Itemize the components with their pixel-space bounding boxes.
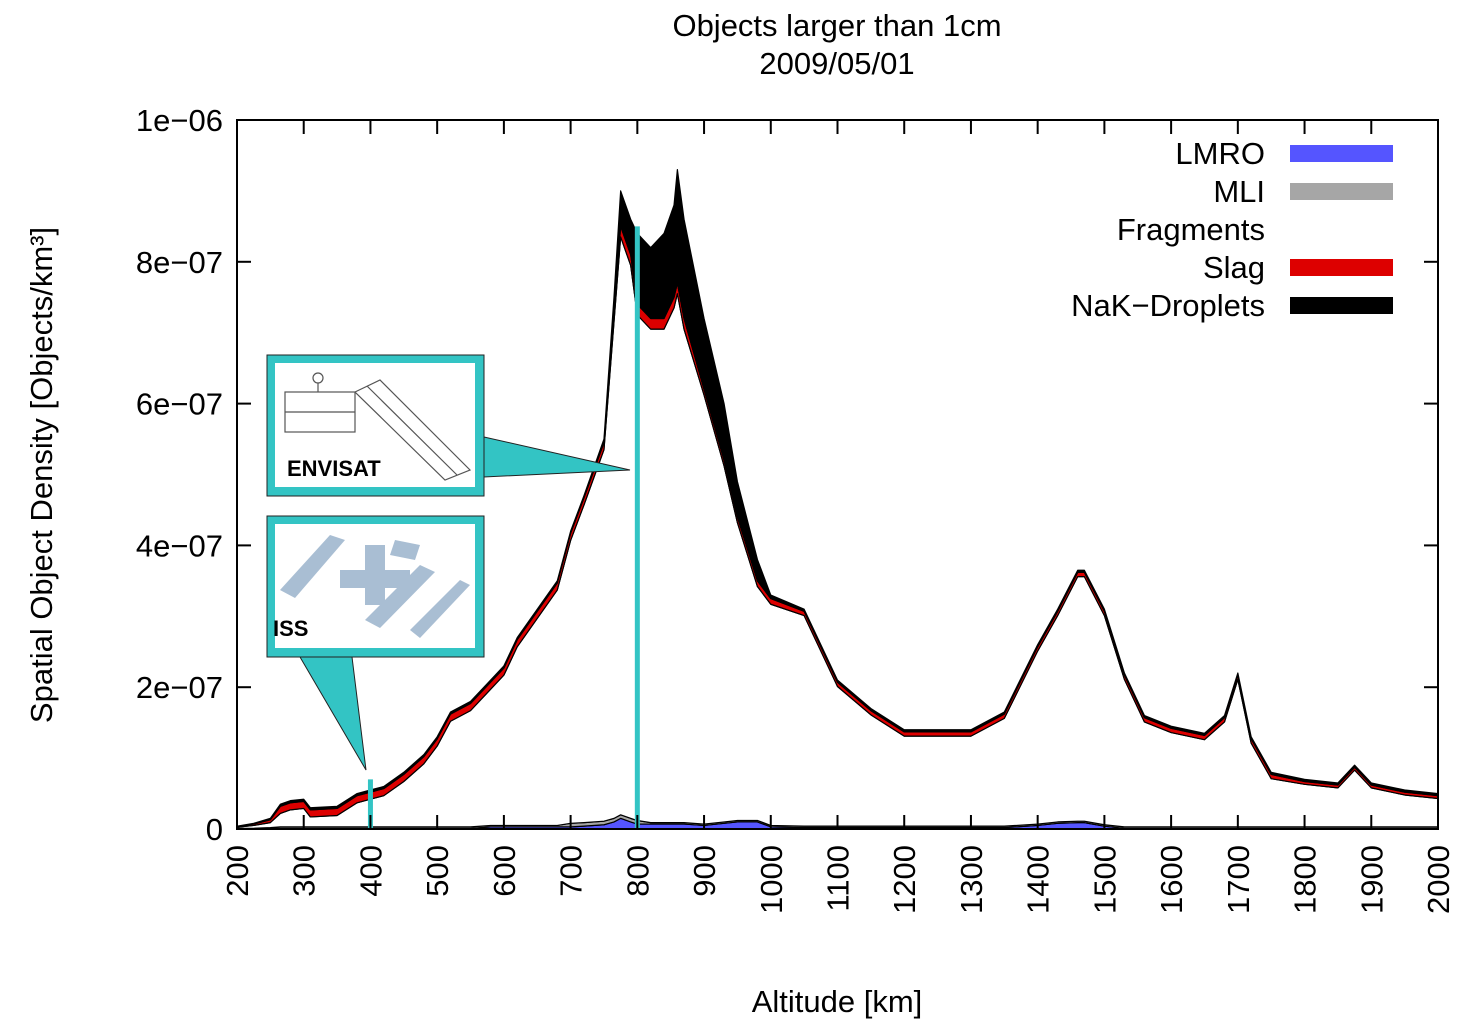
legend-label: MLI bbox=[1213, 174, 1265, 209]
chart-title: Objects larger than 1cm bbox=[672, 8, 1001, 43]
x-tick-label: 1700 bbox=[1221, 845, 1256, 914]
x-tick-label: 1600 bbox=[1154, 845, 1189, 914]
y-tick-label: 1e−06 bbox=[136, 103, 223, 138]
y-tick-label: 0 bbox=[206, 812, 223, 847]
x-tick-label: 600 bbox=[487, 845, 522, 897]
x-tick-label: 400 bbox=[353, 845, 388, 897]
envisat-callout bbox=[266, 354, 631, 497]
x-tick-label: 1100 bbox=[821, 845, 856, 912]
x-axis-label: Altitude [km] bbox=[752, 984, 923, 1019]
x-tick-label: 1000 bbox=[754, 845, 789, 914]
y-tick-label: 2e−07 bbox=[136, 670, 223, 705]
x-tick-label: 1900 bbox=[1354, 845, 1389, 914]
x-tick-label: 300 bbox=[287, 845, 322, 897]
legend-label: NaK−Droplets bbox=[1071, 288, 1265, 323]
legend-label: Slag bbox=[1203, 250, 1265, 285]
y-tick-label: 6e−07 bbox=[136, 387, 223, 422]
x-tick-label: 1400 bbox=[1021, 845, 1056, 914]
callout-panel bbox=[275, 363, 475, 487]
legend-swatch bbox=[1290, 297, 1393, 314]
x-tick-label: 2000 bbox=[1421, 845, 1456, 914]
callouts: ENVISAT ISS bbox=[266, 354, 631, 771]
legend-swatch bbox=[1290, 183, 1393, 200]
x-tick-label: 200 bbox=[220, 845, 255, 897]
iss-callout bbox=[266, 515, 485, 771]
legend-swatch bbox=[1290, 145, 1393, 162]
iss-icon bbox=[280, 535, 470, 638]
x-tick-label: 1200 bbox=[887, 845, 922, 914]
legend-label: LMRO bbox=[1175, 136, 1265, 171]
x-tick-label: 900 bbox=[687, 845, 722, 897]
callout-pointer bbox=[299, 656, 367, 771]
y-axis-label: Spatial Object Density [Objects/km³] bbox=[24, 227, 59, 723]
y-tick-label: 8e−07 bbox=[136, 245, 223, 280]
annotation-label: ENVISAT bbox=[287, 456, 381, 481]
x-tick-label: 500 bbox=[420, 845, 455, 897]
chart-subtitle: 2009/05/01 bbox=[759, 46, 914, 81]
legend-swatch bbox=[1290, 221, 1393, 238]
x-tick-label: 1800 bbox=[1288, 845, 1323, 914]
legend-label: Fragments bbox=[1117, 212, 1265, 247]
annotation-label: ISS bbox=[273, 616, 308, 641]
x-tick-label: 800 bbox=[620, 845, 655, 897]
x-tick-label: 1300 bbox=[954, 845, 989, 914]
legend-swatch bbox=[1290, 259, 1393, 276]
y-tick-label: 4e−07 bbox=[136, 528, 223, 563]
envisat-icon bbox=[284, 372, 472, 481]
x-tick-label: 700 bbox=[554, 845, 589, 897]
x-tick-label: 1500 bbox=[1087, 845, 1122, 914]
